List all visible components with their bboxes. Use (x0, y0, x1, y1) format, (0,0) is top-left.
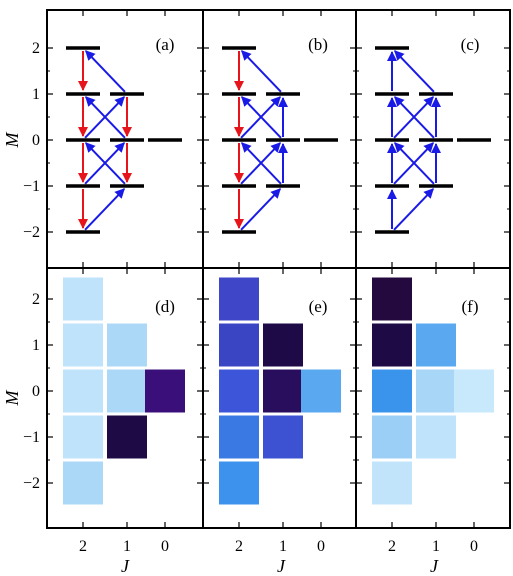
x-tick-label: 0 (161, 538, 169, 555)
panels: (a) (b) (c) (d) (e) (f) (63, 35, 494, 505)
arrow-blue-8 (393, 96, 434, 139)
panel-label: (c) (461, 35, 480, 54)
population-cells (63, 277, 185, 505)
arrow-blue-6 (85, 50, 126, 93)
arrow-blue-10 (84, 142, 125, 185)
cell-J1-M1 (107, 323, 147, 367)
cell-J2-M-2 (63, 461, 103, 505)
panel-frame (355, 267, 511, 529)
y-tick-label-bot: −2 (23, 475, 40, 492)
arrow-blue-11 (240, 188, 281, 231)
cell-J2-M-1 (219, 415, 259, 459)
cell-J2-M-2 (219, 461, 259, 505)
cell-J2-M0 (372, 369, 412, 413)
cell-J0-M0 (454, 369, 494, 413)
x-tick-label: 1 (123, 538, 131, 555)
energy-levels (375, 46, 491, 234)
transition-arrows (234, 50, 288, 231)
arrow-blue-8 (84, 96, 125, 139)
cell-J2-M-1 (372, 415, 412, 459)
x-tick-label: 2 (388, 538, 396, 555)
cell-J2-M2 (63, 277, 103, 321)
panel-label: (f) (462, 297, 479, 316)
y-tick-label-top: 1 (32, 86, 40, 103)
cell-J2-M1 (372, 323, 412, 367)
cell-J1-M0 (416, 369, 456, 413)
y-axis-label-bottom: M (2, 390, 22, 407)
cell-J1-M-1 (107, 415, 147, 459)
x-axis-label: J (430, 556, 439, 576)
cell-J2-M-1 (63, 415, 103, 459)
x-tick-label: 1 (279, 538, 287, 555)
cell-J1-M-1 (416, 415, 456, 459)
y-tick-label-top: 2 (32, 40, 40, 57)
cell-J2-M0 (63, 369, 103, 413)
panel-f: (f) (372, 277, 494, 505)
panel-label: (d) (155, 297, 175, 316)
x-tick-label: 1 (432, 538, 440, 555)
panel-d: (d) (63, 277, 185, 505)
population-cells (219, 277, 341, 505)
energy-levels (66, 46, 182, 234)
cell-J0-M0 (301, 369, 341, 413)
cell-J2-M0 (219, 369, 259, 413)
cell-J2-M1 (219, 323, 259, 367)
y-axis-label-top: M (2, 132, 22, 149)
arrow-blue-10 (393, 142, 434, 185)
y-tick-label-top: 0 (32, 132, 40, 149)
panel-label: (a) (156, 35, 175, 54)
arrow-blue-6 (394, 50, 435, 93)
cell-J1-M0 (263, 369, 303, 413)
transition-arrows (387, 50, 441, 231)
cell-J2-M2 (372, 277, 412, 321)
arrow-blue-11 (393, 188, 434, 231)
arrow-blue-11 (84, 188, 125, 231)
arrow-blue-10 (240, 142, 281, 185)
cell-J1-M1 (263, 323, 303, 367)
y-tick-label-top: −1 (23, 178, 40, 195)
cell-J1-M0 (107, 369, 147, 413)
panel-a: (a) (66, 35, 182, 234)
cell-J2-M-2 (372, 461, 412, 505)
arrow-blue-6 (241, 50, 282, 93)
y-tick-label-bot: 1 (32, 337, 40, 354)
transition-arrows (78, 50, 132, 231)
x-tick-label: 2 (79, 538, 87, 555)
x-tick-label: 0 (317, 538, 325, 555)
y-tick-label-bot: 2 (32, 291, 40, 308)
cell-J2-M1 (63, 323, 103, 367)
cell-J2-M2 (219, 277, 259, 321)
x-axis-label: J (277, 556, 286, 576)
panel-b: (b) (222, 35, 338, 234)
arrow-blue-8 (240, 96, 281, 139)
cell-J1-M-1 (263, 415, 303, 459)
y-tick-label-bot: −1 (23, 429, 40, 446)
axes: 2 2 1 1 0 0 −1 −1 −2 −2 2 1 0 J 2 1 0 J 2 1 0 J (23, 9, 511, 576)
population-cells (372, 277, 494, 505)
panel-label: (b) (308, 35, 328, 54)
y-tick-label-top: −2 (23, 224, 40, 241)
x-tick-label: 0 (470, 538, 478, 555)
cell-J1-M1 (416, 323, 456, 367)
panel-c: (c) (375, 35, 491, 234)
x-tick-label: 2 (235, 538, 243, 555)
cell-J0-M0 (145, 369, 185, 413)
panel-label: (e) (309, 297, 328, 316)
y-tick-label-bot: 0 (32, 383, 40, 400)
x-axis-label: J (121, 556, 130, 576)
panel-e: (e) (219, 277, 341, 505)
energy-levels (222, 46, 338, 234)
